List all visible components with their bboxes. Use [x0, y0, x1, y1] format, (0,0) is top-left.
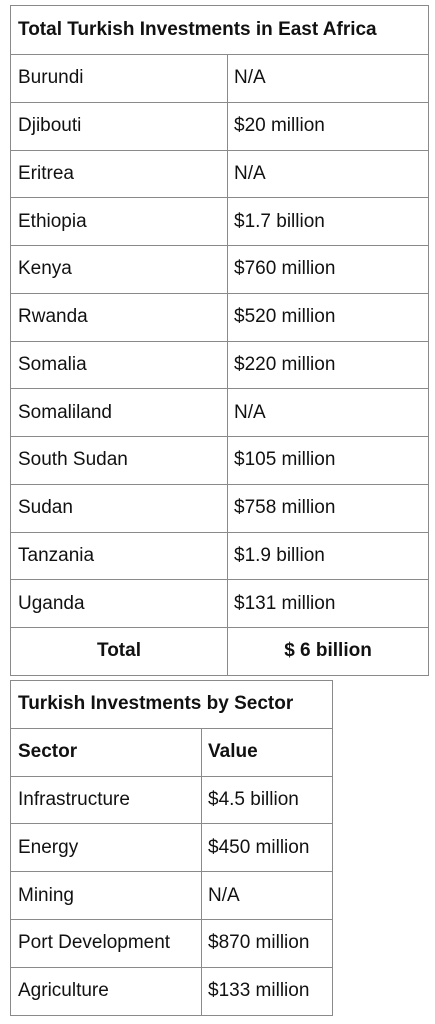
table-row: Eritrea N/A [10, 149, 429, 199]
total-row: Total $ 6 billion [10, 627, 429, 676]
sector-cell: Energy [10, 823, 202, 873]
column-header-value: Value [201, 727, 333, 777]
country-cell: Tanzania [10, 531, 228, 581]
table-title-row: Turkish Investments by Sector [10, 680, 333, 729]
table-row: Tanzania $1.9 billion [10, 531, 429, 581]
sector-cell: Port Development [10, 918, 202, 968]
east-africa-investments-table: Total Turkish Investments in East Africa… [10, 5, 429, 676]
value-cell: $131 million [227, 579, 429, 628]
column-header-sector: Sector [10, 727, 202, 777]
value-cell: $20 million [227, 101, 429, 151]
value-cell: $1.7 billion [227, 197, 429, 246]
value-cell: $1.9 billion [227, 531, 429, 581]
total-value: $ 6 billion [227, 627, 429, 676]
table-title-row: Total Turkish Investments in East Africa [10, 5, 429, 55]
table-row: Uganda $131 million [10, 579, 429, 628]
table-row: Somalia $220 million [10, 340, 429, 390]
country-cell: Sudan [10, 483, 228, 533]
total-label: Total [10, 627, 228, 676]
country-cell: Ethiopia [10, 197, 228, 246]
country-cell: Kenya [10, 245, 228, 294]
value-cell: $758 million [227, 483, 429, 533]
value-cell: N/A [227, 388, 429, 437]
value-cell: $520 million [227, 292, 429, 342]
table-row: Ethiopia $1.7 billion [10, 197, 429, 246]
table-row: Energy $450 million [10, 823, 333, 873]
table-row: South Sudan $105 million [10, 436, 429, 485]
sector-cell: Infrastructure [10, 775, 202, 825]
country-cell: Rwanda [10, 292, 228, 342]
value-cell: N/A [227, 54, 429, 103]
country-cell: Somalia [10, 340, 228, 390]
table-row: Port Development $870 million [10, 918, 333, 968]
sector-cell: Mining [10, 871, 202, 920]
value-cell: $105 million [227, 436, 429, 485]
value-cell: N/A [227, 149, 429, 199]
country-cell: Djibouti [10, 101, 228, 151]
country-cell: Somaliland [10, 388, 228, 437]
table-row: Somaliland N/A [10, 388, 429, 437]
table-row: Burundi N/A [10, 54, 429, 103]
value-cell: $870 million [201, 918, 333, 968]
table-title: Turkish Investments by Sector [10, 680, 333, 729]
table-row: Djibouti $20 million [10, 101, 429, 151]
value-cell: N/A [201, 871, 333, 920]
value-cell: $760 million [227, 245, 429, 294]
country-cell: Burundi [10, 54, 228, 103]
value-cell: $220 million [227, 340, 429, 390]
country-cell: South Sudan [10, 436, 228, 485]
table-row: Kenya $760 million [10, 245, 429, 294]
table-row: Rwanda $520 million [10, 292, 429, 342]
table-row: Mining N/A [10, 871, 333, 920]
table-row: Sudan $758 million [10, 483, 429, 533]
value-cell: $133 million [201, 966, 333, 1016]
country-cell: Uganda [10, 579, 228, 628]
value-cell: $450 million [201, 823, 333, 873]
table-row: Infrastructure $4.5 billion [10, 775, 333, 825]
table-header-row: Sector Value [10, 727, 333, 777]
table-row: Agriculture $133 million [10, 966, 333, 1016]
table-title: Total Turkish Investments in East Africa [10, 5, 429, 55]
sector-cell: Agriculture [10, 966, 202, 1016]
value-cell: $4.5 billion [201, 775, 333, 825]
country-cell: Eritrea [10, 149, 228, 199]
sector-investments-table: Turkish Investments by Sector Sector Val… [10, 680, 333, 1016]
